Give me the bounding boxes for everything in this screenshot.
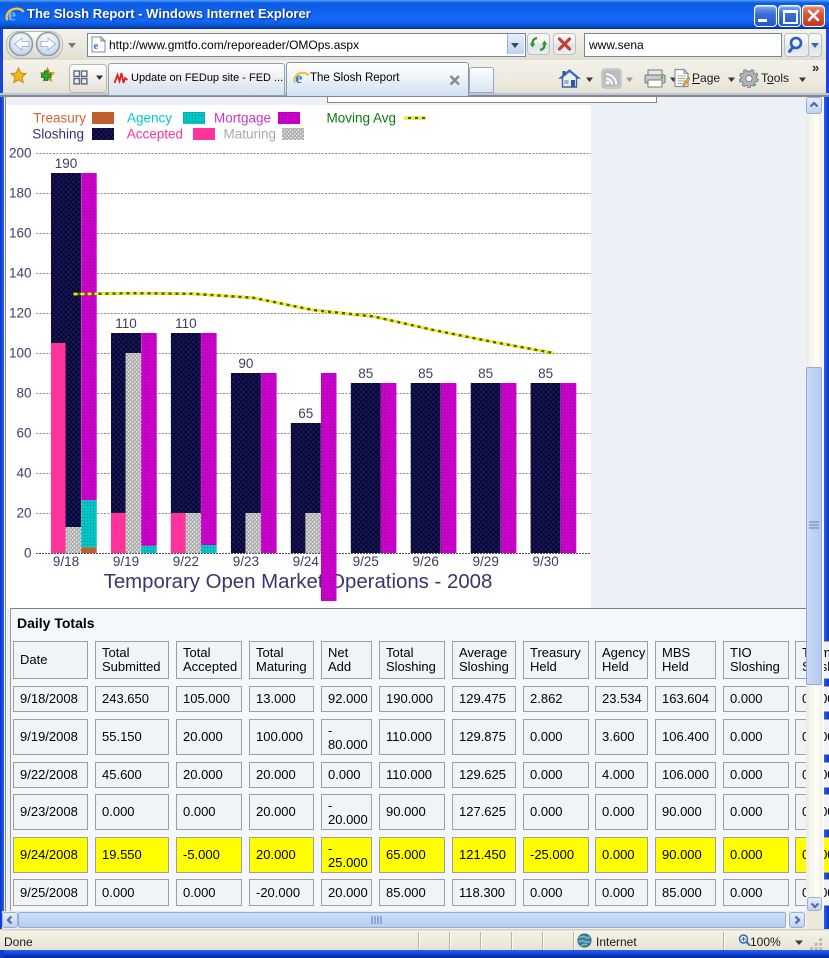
svg-text:0: 0 [24,546,32,561]
svg-text:9/24: 9/24 [293,554,320,569]
svg-text:140: 140 [9,266,32,281]
svg-text:Moving Avg: Moving Avg [326,111,396,126]
svg-text:e: e [94,40,99,52]
svg-text:9/26: 9/26 [413,554,439,569]
svg-text:90: 90 [238,356,253,371]
svg-text:e: e [295,70,302,86]
svg-text:80: 80 [16,386,31,401]
svg-text:9/22: 9/22 [173,554,199,569]
svg-text:110: 110 [115,316,137,331]
svg-text:110: 110 [175,316,197,331]
svg-text:Sloshing: Sloshing [32,127,84,142]
svg-text:120: 120 [9,306,32,321]
svg-text:Maturing: Maturing [223,127,276,142]
svg-text:Agency: Agency [127,111,172,126]
svg-text:60: 60 [16,426,31,441]
svg-text:85: 85 [478,366,493,381]
svg-text:180: 180 [9,186,32,201]
svg-text:190: 190 [55,156,78,171]
svg-text:e: e [8,5,16,24]
svg-text:9/18: 9/18 [53,554,79,569]
svg-text:85: 85 [418,366,433,381]
svg-text:160: 160 [9,226,32,241]
svg-text:9/19: 9/19 [113,554,139,569]
svg-text:85: 85 [358,366,373,381]
svg-text:9/29: 9/29 [473,554,499,569]
svg-text:65: 65 [298,406,313,421]
svg-text:100: 100 [9,346,32,361]
svg-text:Accepted: Accepted [127,127,183,142]
svg-text:9/30: 9/30 [532,554,558,569]
svg-text:Temporary Open Market Operatio: Temporary Open Market Operations - 2008 [104,571,493,593]
svg-text:9/23: 9/23 [233,554,259,569]
svg-text:Treasury: Treasury [33,111,86,126]
svg-text:40: 40 [16,466,31,481]
svg-text:200: 200 [9,146,32,161]
svg-text:20: 20 [16,506,31,521]
svg-text:9/25: 9/25 [353,554,379,569]
svg-text:Mortgage: Mortgage [214,111,271,126]
svg-text:85: 85 [538,366,553,381]
